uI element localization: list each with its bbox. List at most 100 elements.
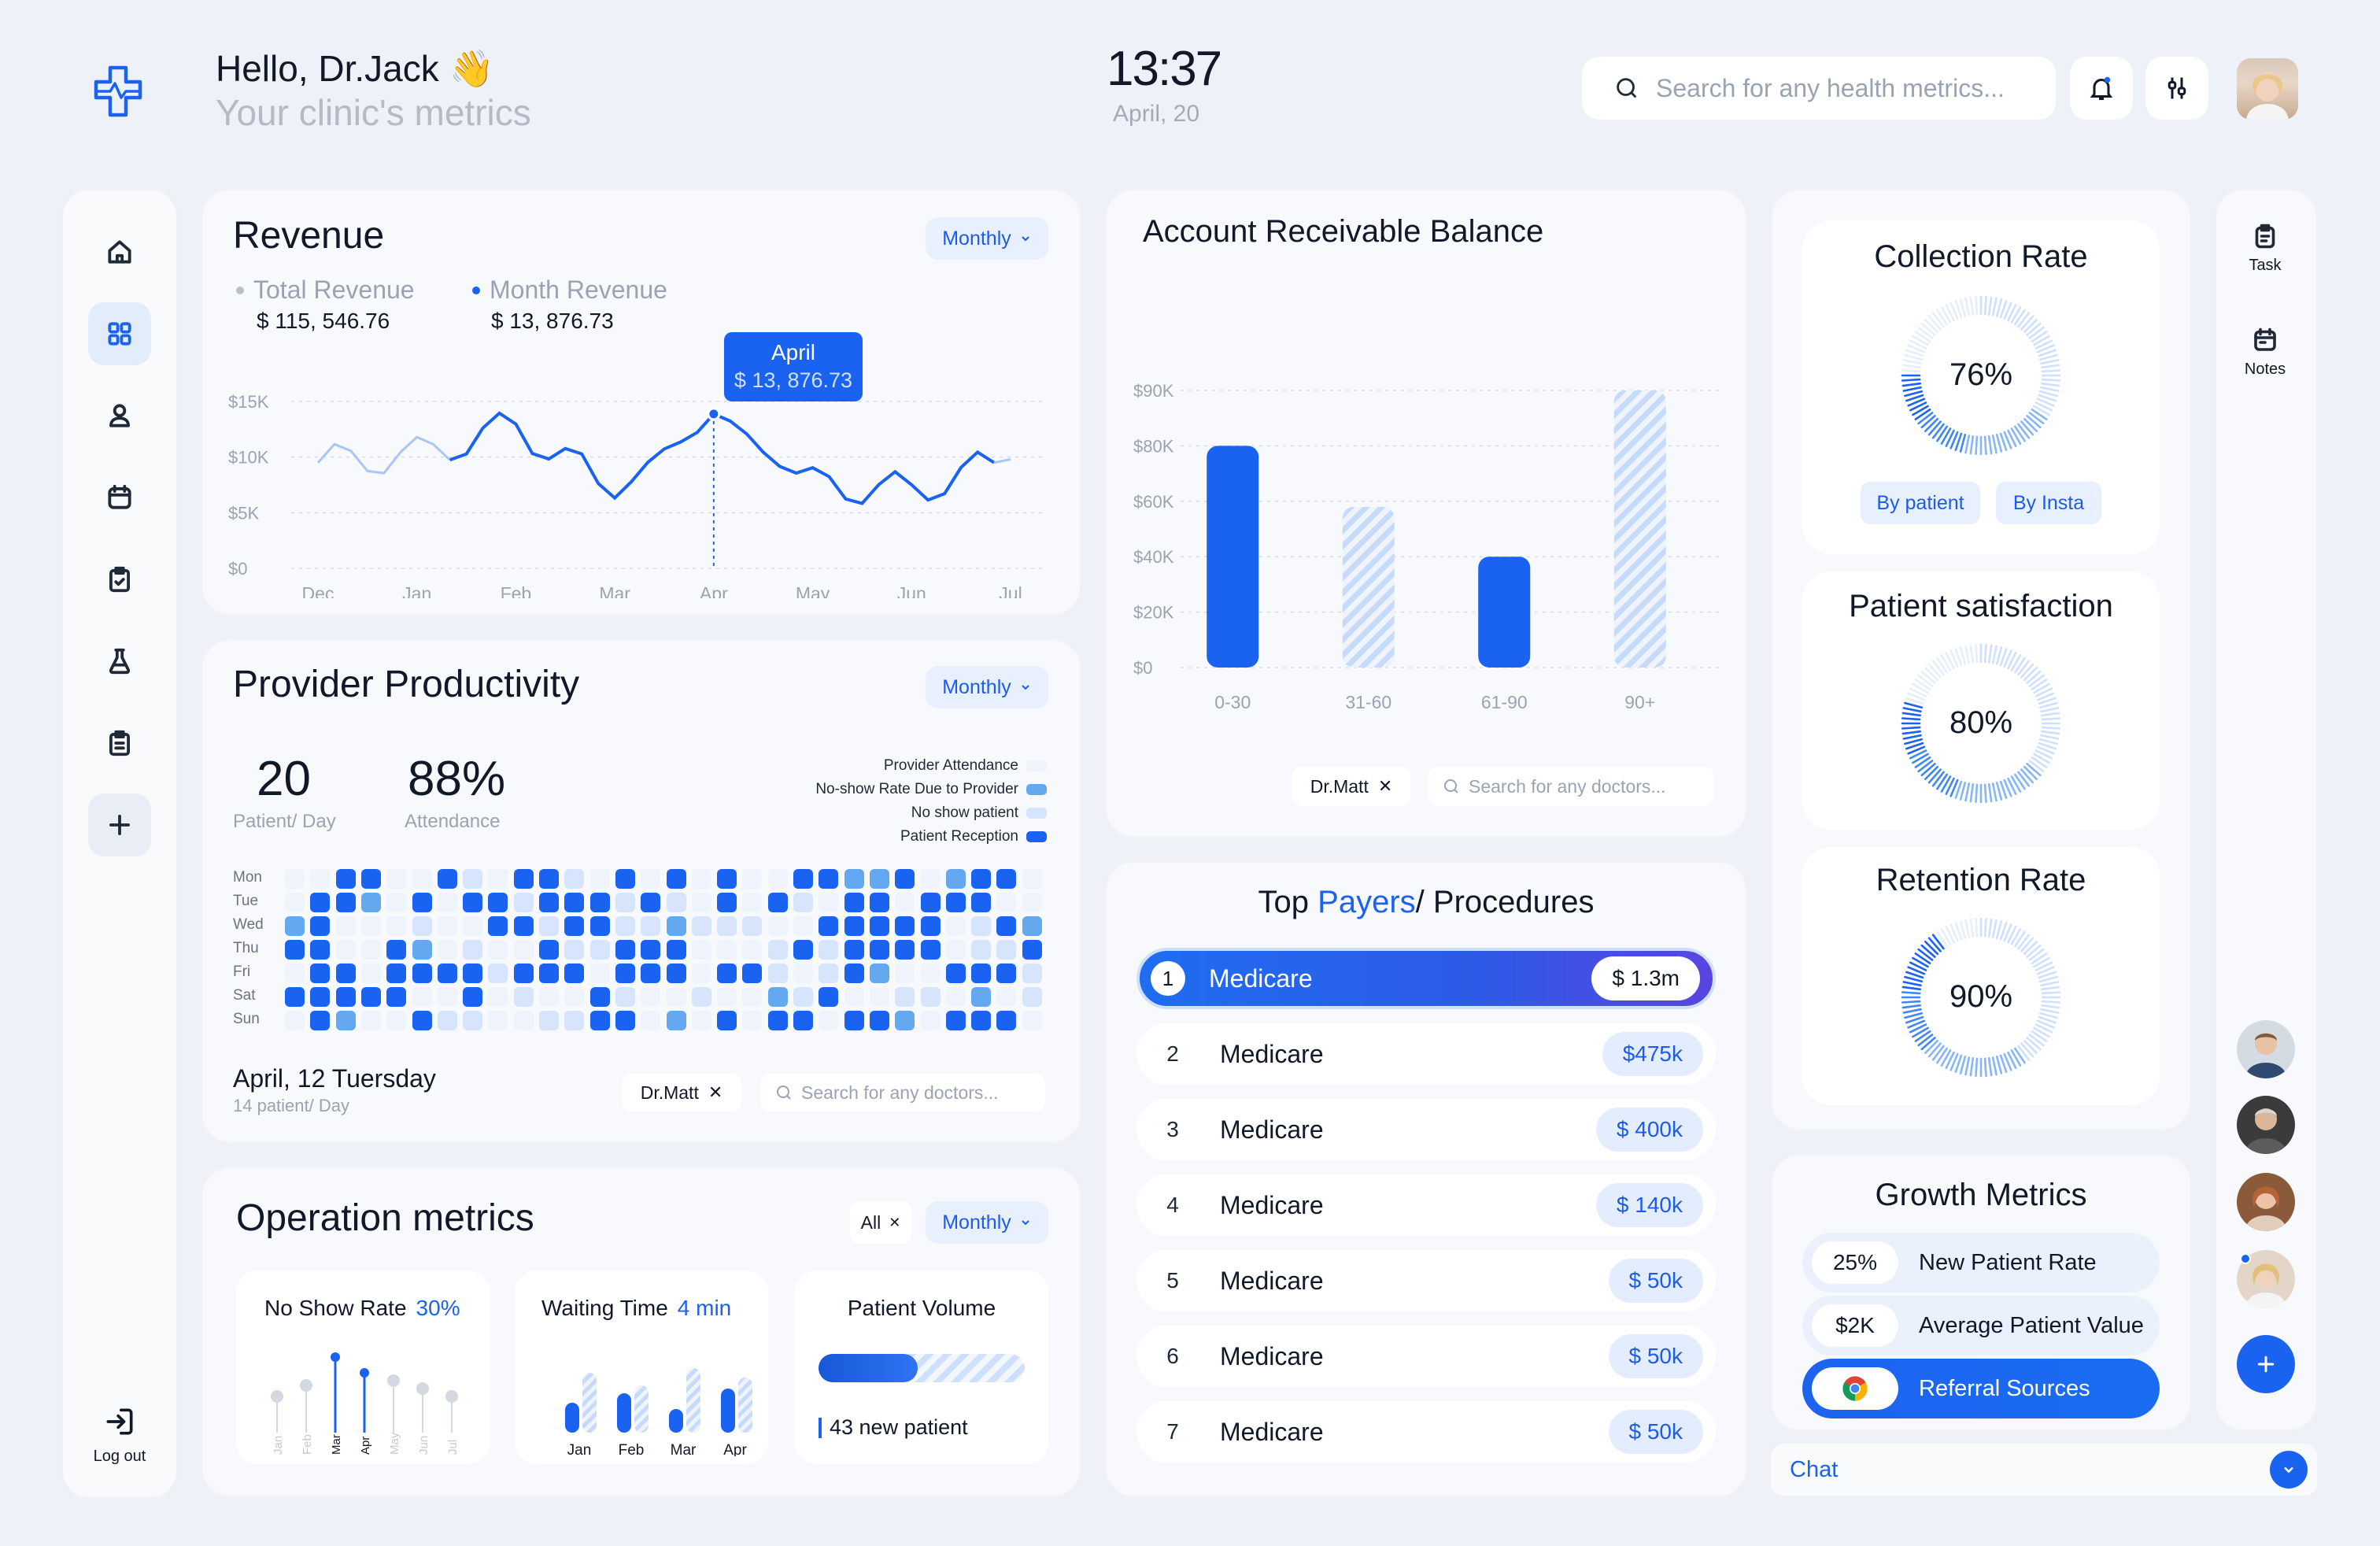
notes-button[interactable]: Notes	[2221, 326, 2309, 379]
revenue-x-tick: May	[796, 583, 830, 598]
donut-tick	[2007, 1051, 2017, 1069]
search-bar[interactable]: Search for any health metrics...	[1582, 57, 2056, 120]
growth-referral-sources[interactable]: Referral Sources	[1802, 1359, 2160, 1418]
donut-tick	[1945, 652, 1955, 670]
close-icon[interactable]: ✕	[889, 1214, 901, 1230]
chat-bar[interactable]: Chat	[1771, 1444, 2317, 1496]
payer-row-7[interactable]: 7 Medicare $ 50k	[1136, 1401, 1716, 1463]
filters-button[interactable]	[2145, 57, 2208, 120]
heatmap-cell	[691, 916, 711, 936]
operation-period-label: Monthly	[942, 1211, 1011, 1233]
home-icon	[108, 240, 131, 264]
donut-tick	[1905, 697, 1924, 705]
ar-y-tick: $60K	[1133, 492, 1174, 512]
donut-tick	[1991, 435, 1998, 454]
heatmap-cell	[615, 963, 635, 983]
doctor-filter-chip[interactable]: Dr.Matt ✕	[622, 1074, 741, 1111]
sidebar-item-home[interactable]	[88, 220, 151, 283]
chip-label: Dr.Matt	[640, 1082, 699, 1103]
payer-row-5[interactable]: 5 Medicare $ 50k	[1136, 1250, 1716, 1311]
donut-tick	[1904, 975, 1924, 983]
payer-row-2[interactable]: 2 Medicare $475k	[1136, 1023, 1716, 1085]
close-icon[interactable]: ✕	[1377, 776, 1393, 796]
heatmap-cell	[463, 1011, 483, 1030]
noshow-dot	[271, 1390, 283, 1403]
donut-tick	[2039, 1012, 2058, 1019]
donut-tick	[1912, 335, 1929, 346]
heatmap-cell	[386, 940, 407, 960]
donut-tick	[1914, 679, 1931, 691]
sidebar-item-calendar[interactable]	[88, 466, 151, 529]
payer-row-6[interactable]: 6 Medicare $ 50k	[1136, 1326, 1716, 1387]
sidebar-item-profile[interactable]	[88, 384, 151, 447]
donut-tick	[1945, 777, 1955, 795]
ar-doctor-search[interactable]: Search for any doctors...	[1428, 767, 1714, 806]
contact-avatar[interactable]	[2237, 1096, 2295, 1154]
operation-filter-all[interactable]: All ✕	[850, 1201, 911, 1244]
donut-tick	[2017, 934, 2031, 950]
contact-avatar[interactable]	[2237, 1173, 2295, 1231]
sidebar-item-lab[interactable]	[88, 630, 151, 693]
clipboard-check-icon	[109, 566, 130, 593]
heatmap-cell	[869, 916, 889, 936]
donut-tick	[1983, 783, 1987, 804]
donut-tick	[2023, 765, 2038, 780]
sidebar-item-reports[interactable]	[88, 548, 151, 611]
contact-avatar[interactable]	[2237, 1250, 2295, 1308]
notification-button[interactable]	[2070, 57, 2133, 120]
noshow-month: Apr	[359, 1437, 372, 1455]
chat-expand-button[interactable]	[2270, 1451, 2308, 1489]
heatmap-cell	[463, 869, 483, 889]
donut-tick	[1945, 304, 1955, 322]
add-contact-button[interactable]	[2237, 1335, 2295, 1393]
donut-tick	[2003, 431, 2012, 449]
payer-rank: 5	[1166, 1268, 1179, 1293]
donut-tick	[1975, 295, 1979, 316]
contact-avatar[interactable]	[2237, 1020, 2295, 1078]
doctor-search-input[interactable]: Search for any doctors...	[760, 1074, 1045, 1111]
donut-tick	[1909, 339, 1927, 350]
donut-tick	[2014, 930, 2026, 948]
productivity-period-select[interactable]: Monthly	[926, 666, 1048, 708]
sidebar-item-records[interactable]	[88, 712, 151, 775]
heatmap-day-label: Thu	[233, 940, 259, 956]
heatmap-cell	[488, 1011, 508, 1030]
heatmap-cell	[310, 963, 331, 983]
payer-row-1[interactable]: 1 Medicare $ 1.3m	[1136, 948, 1716, 1009]
productivity-heatmap	[285, 869, 1048, 1034]
payer-row-4[interactable]: 4 Medicare $ 140k	[1136, 1174, 1716, 1236]
growth-avg-patient-value[interactable]: $2K Average Patient Value	[1802, 1296, 2160, 1356]
heatmap-cell	[335, 869, 356, 889]
growth-new-patient-rate[interactable]: 25% New Patient Rate	[1802, 1233, 2160, 1293]
donut-tick	[1999, 300, 2008, 319]
revenue-period-select[interactable]: Monthly	[926, 217, 1048, 260]
heatmap-cell	[793, 893, 813, 912]
heatmap-cell	[513, 963, 534, 983]
heatmap-cell	[844, 940, 864, 960]
close-icon[interactable]: ✕	[708, 1082, 723, 1102]
waiting-month: Apr	[723, 1442, 747, 1456]
donut-tick	[2010, 1049, 2022, 1067]
ar-doctor-chip[interactable]: Dr.Matt ✕	[1292, 767, 1410, 806]
payer-row-3[interactable]: 3 Medicare $ 400k	[1136, 1099, 1716, 1160]
by-insta-button[interactable]: By Insta	[1996, 482, 2101, 524]
donut-tick	[2041, 1004, 2060, 1009]
revenue-x-tick: Feb	[501, 583, 532, 598]
task-button[interactable]: Task	[2221, 222, 2309, 275]
donut-tick	[1927, 768, 1942, 784]
heatmap-cell	[437, 963, 457, 983]
logout-button[interactable]: Log out	[79, 1404, 161, 1466]
operation-period-select[interactable]: Monthly	[926, 1201, 1048, 1244]
donut-tick	[2040, 981, 2060, 987]
donut-tick	[1912, 1026, 1929, 1038]
sidebar-add-button[interactable]	[88, 793, 151, 856]
donut-tick	[2036, 745, 2055, 755]
heatmap-cell	[564, 869, 585, 889]
donut-tick	[1949, 779, 1959, 797]
heatmap-cell	[666, 869, 686, 889]
heatmap-cell	[360, 987, 381, 1007]
user-avatar[interactable]	[2237, 58, 2298, 120]
sidebar-item-dashboard[interactable]	[88, 302, 151, 365]
by-patient-button[interactable]: By patient	[1861, 482, 1980, 524]
heatmap-cell	[996, 963, 1017, 983]
